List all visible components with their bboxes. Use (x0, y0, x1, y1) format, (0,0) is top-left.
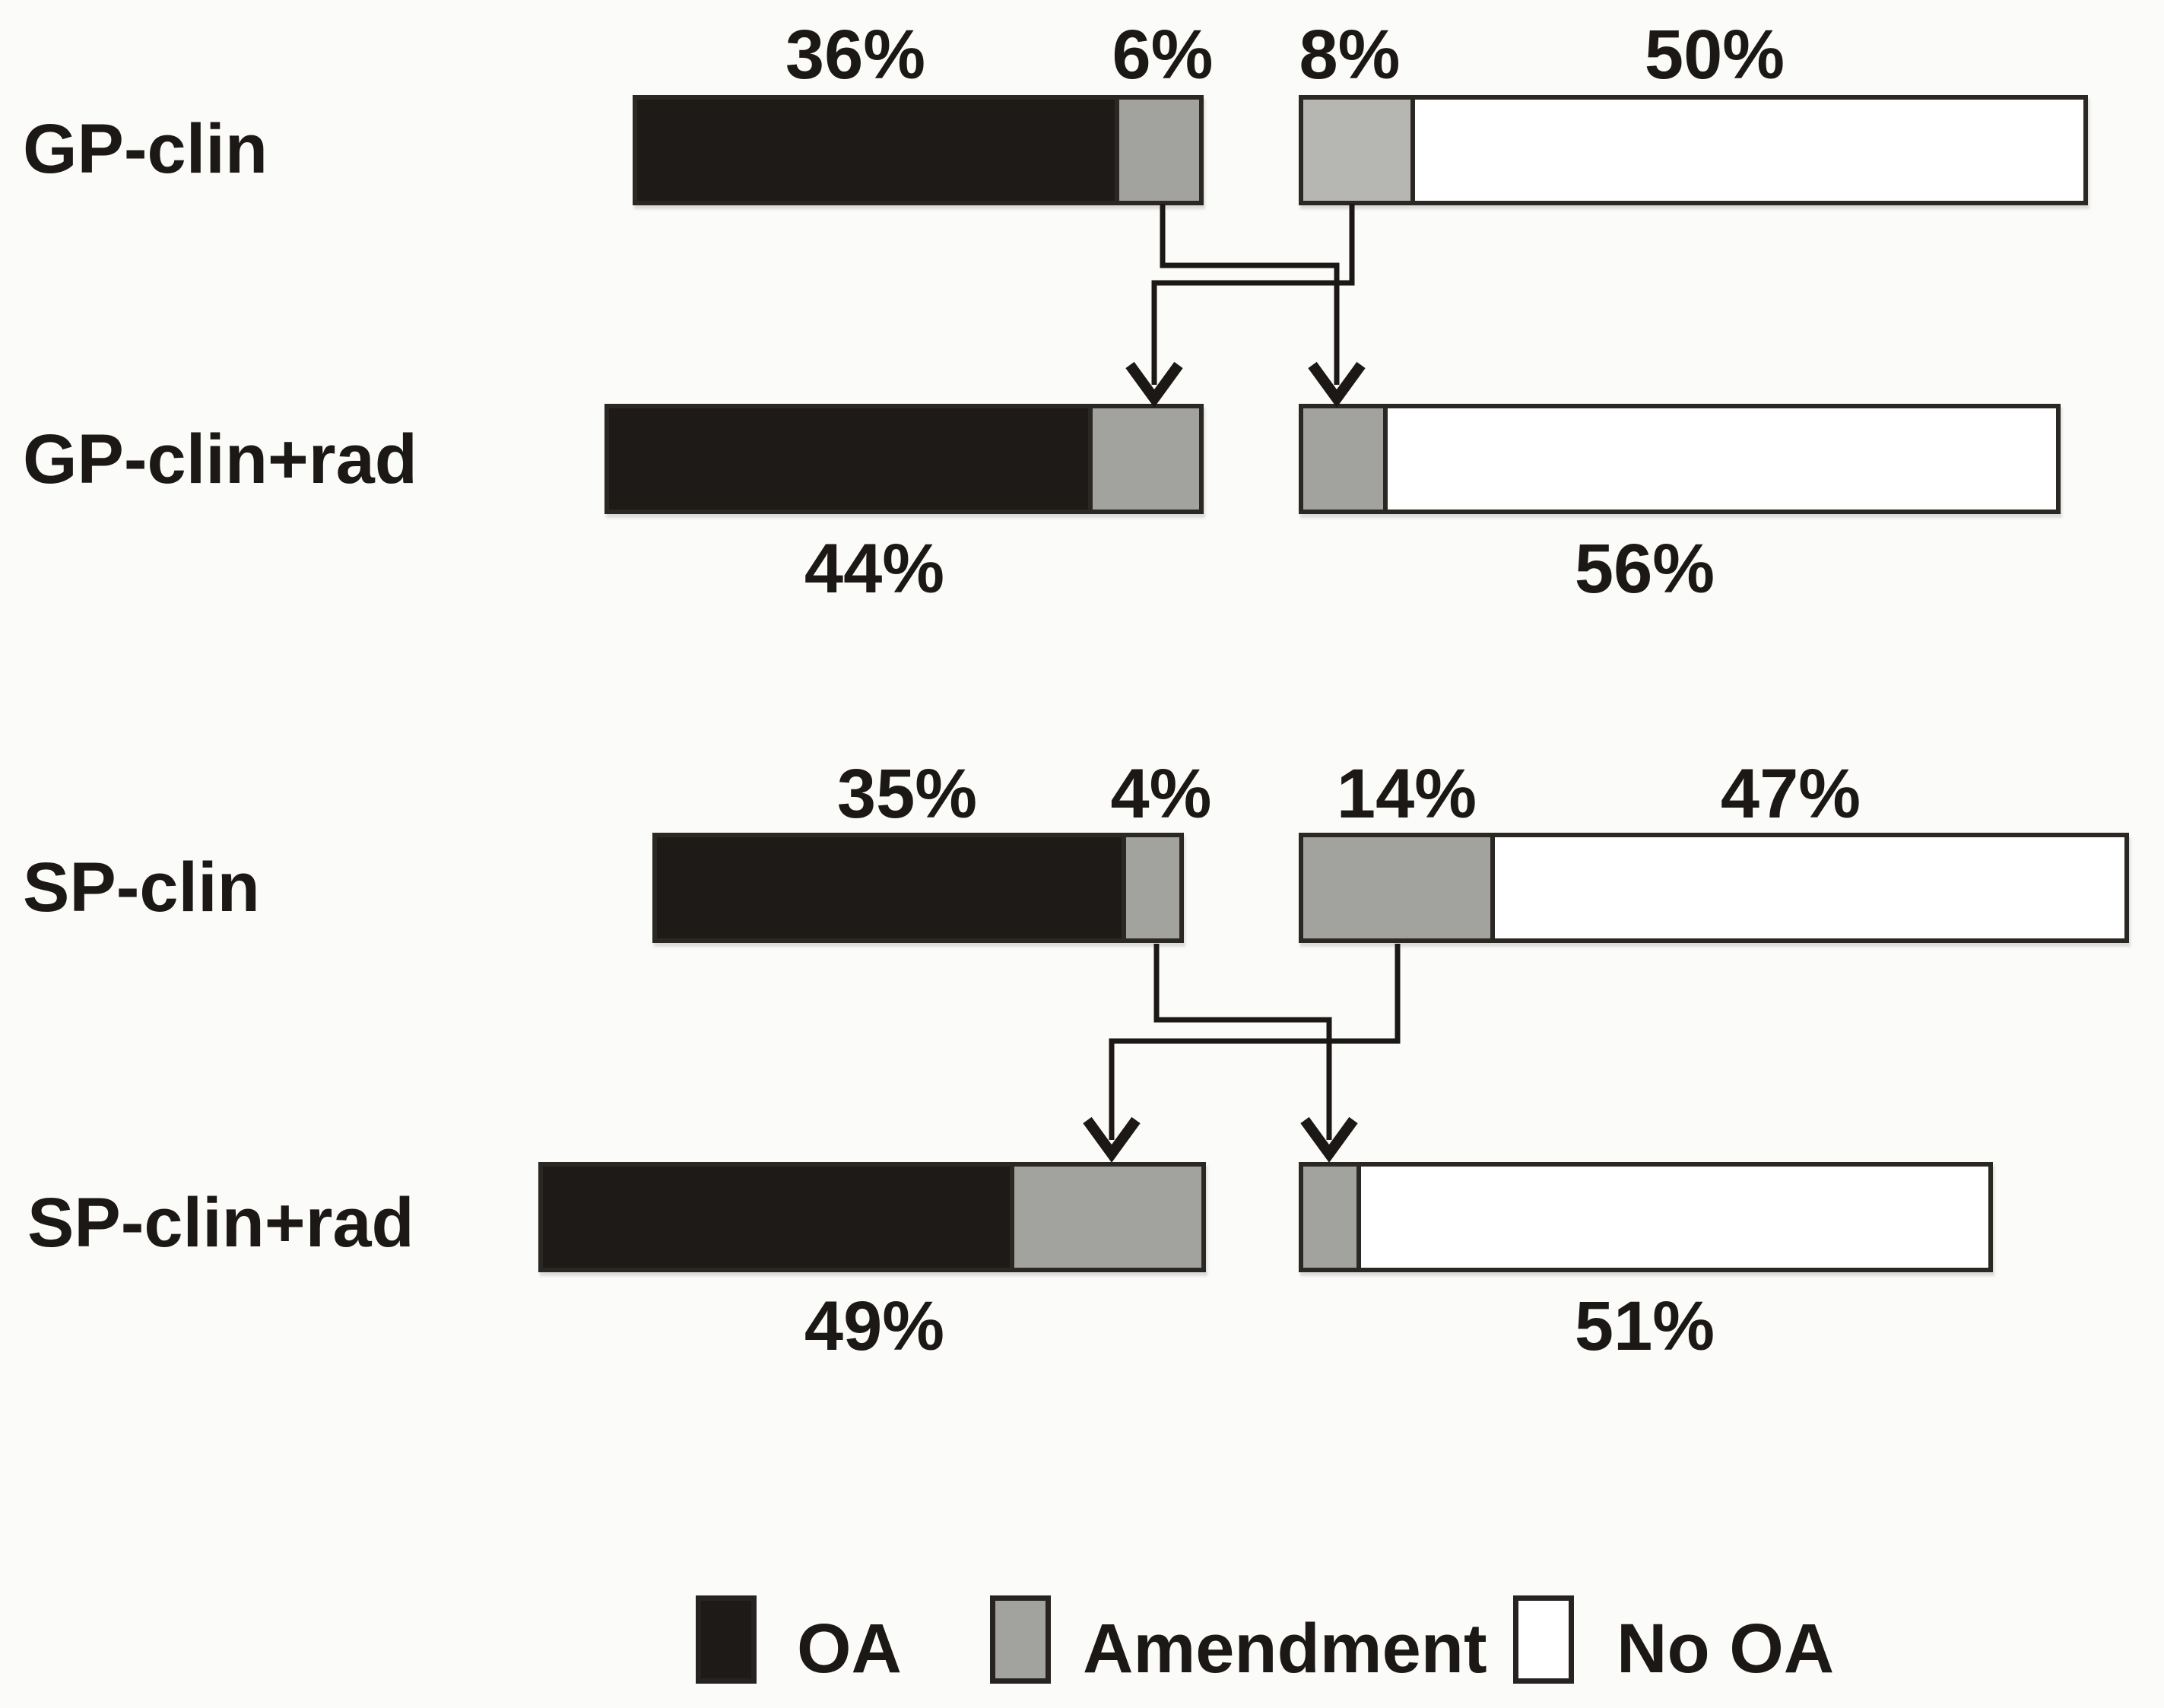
segment-no-oa (1383, 408, 2056, 510)
segment-oa (543, 1167, 1011, 1268)
total-label-sp-clin-rad-left: 49% (804, 1287, 945, 1365)
segment-amendment (1303, 100, 1410, 201)
bar-gp-clin-rad-left (604, 404, 1204, 514)
bar-sp-clin-right (1299, 833, 2129, 943)
flow-line-sp-4pct (1153, 944, 1332, 1140)
segment-amendment (1303, 1167, 1357, 1268)
bar-gp-clin-rad-right (1299, 404, 2061, 514)
arrowhead-icon (1300, 1116, 1358, 1163)
value-label-gp-clin-amend-right: 8% (1299, 16, 1401, 94)
segment-oa (657, 837, 1122, 938)
total-label-gp-clin-rad-left: 44% (804, 530, 945, 608)
bar-sp-clin-rad-left (538, 1162, 1206, 1272)
bar-sp-clin-rad-right (1299, 1162, 1993, 1272)
arrowhead-icon (1125, 361, 1183, 408)
value-label-sp-clin-amend-left: 4% (1110, 755, 1212, 833)
flow-line-gp-8pct (1151, 204, 1355, 385)
value-label-gp-clin-amend-left: 6% (1112, 16, 1214, 94)
segment-oa (609, 408, 1088, 510)
arrowhead-icon (1083, 1116, 1141, 1163)
value-label-gp-clin-oa: 36% (785, 16, 926, 94)
legend-swatch-amendment (990, 1595, 1051, 1684)
segment-no-oa (1490, 837, 2124, 938)
legend-swatch-no-oa (1513, 1595, 1574, 1684)
row-label-gp-clin: GP-clin (23, 110, 268, 188)
row-label-sp-clin: SP-clin (23, 849, 260, 926)
total-label-sp-clin-rad-right: 51% (1574, 1287, 1715, 1365)
segment-amendment (1122, 837, 1179, 938)
legend-swatch-oa (696, 1595, 757, 1684)
segment-amendment (1303, 837, 1491, 938)
bar-sp-clin-left (652, 833, 1184, 943)
segment-no-oa (1410, 100, 2083, 201)
legend-label-oa: OA (797, 1610, 902, 1687)
value-label-sp-clin-oa: 35% (836, 755, 978, 833)
flow-line-gp-6pct (1160, 204, 1340, 385)
segment-amendment (1303, 408, 1384, 510)
legend-label-amendment: Amendment (1083, 1610, 1487, 1687)
arrowhead-icon (1308, 361, 1366, 408)
flow-line-sp-14pct (1109, 944, 1401, 1140)
value-label-sp-clin-nooa: 47% (1720, 755, 1861, 833)
row-label-gp-clin-rad: GP-clin+rad (23, 421, 417, 498)
value-label-gp-clin-nooa: 50% (1644, 16, 1785, 94)
row-label-sp-clin-rad: SP-clin+rad (27, 1184, 414, 1262)
legend-label-no-oa: No OA (1617, 1610, 1835, 1687)
segment-amendment (1115, 100, 1199, 201)
segment-oa (637, 100, 1115, 201)
segment-amendment (1088, 408, 1199, 510)
segment-amendment (1010, 1167, 1201, 1268)
value-label-sp-clin-amend-right: 14% (1336, 755, 1477, 833)
total-label-gp-clin-rad-right: 56% (1574, 530, 1715, 608)
bar-gp-clin-left (633, 95, 1204, 205)
segment-no-oa (1356, 1167, 1988, 1268)
bar-gp-clin-right (1299, 95, 2088, 205)
